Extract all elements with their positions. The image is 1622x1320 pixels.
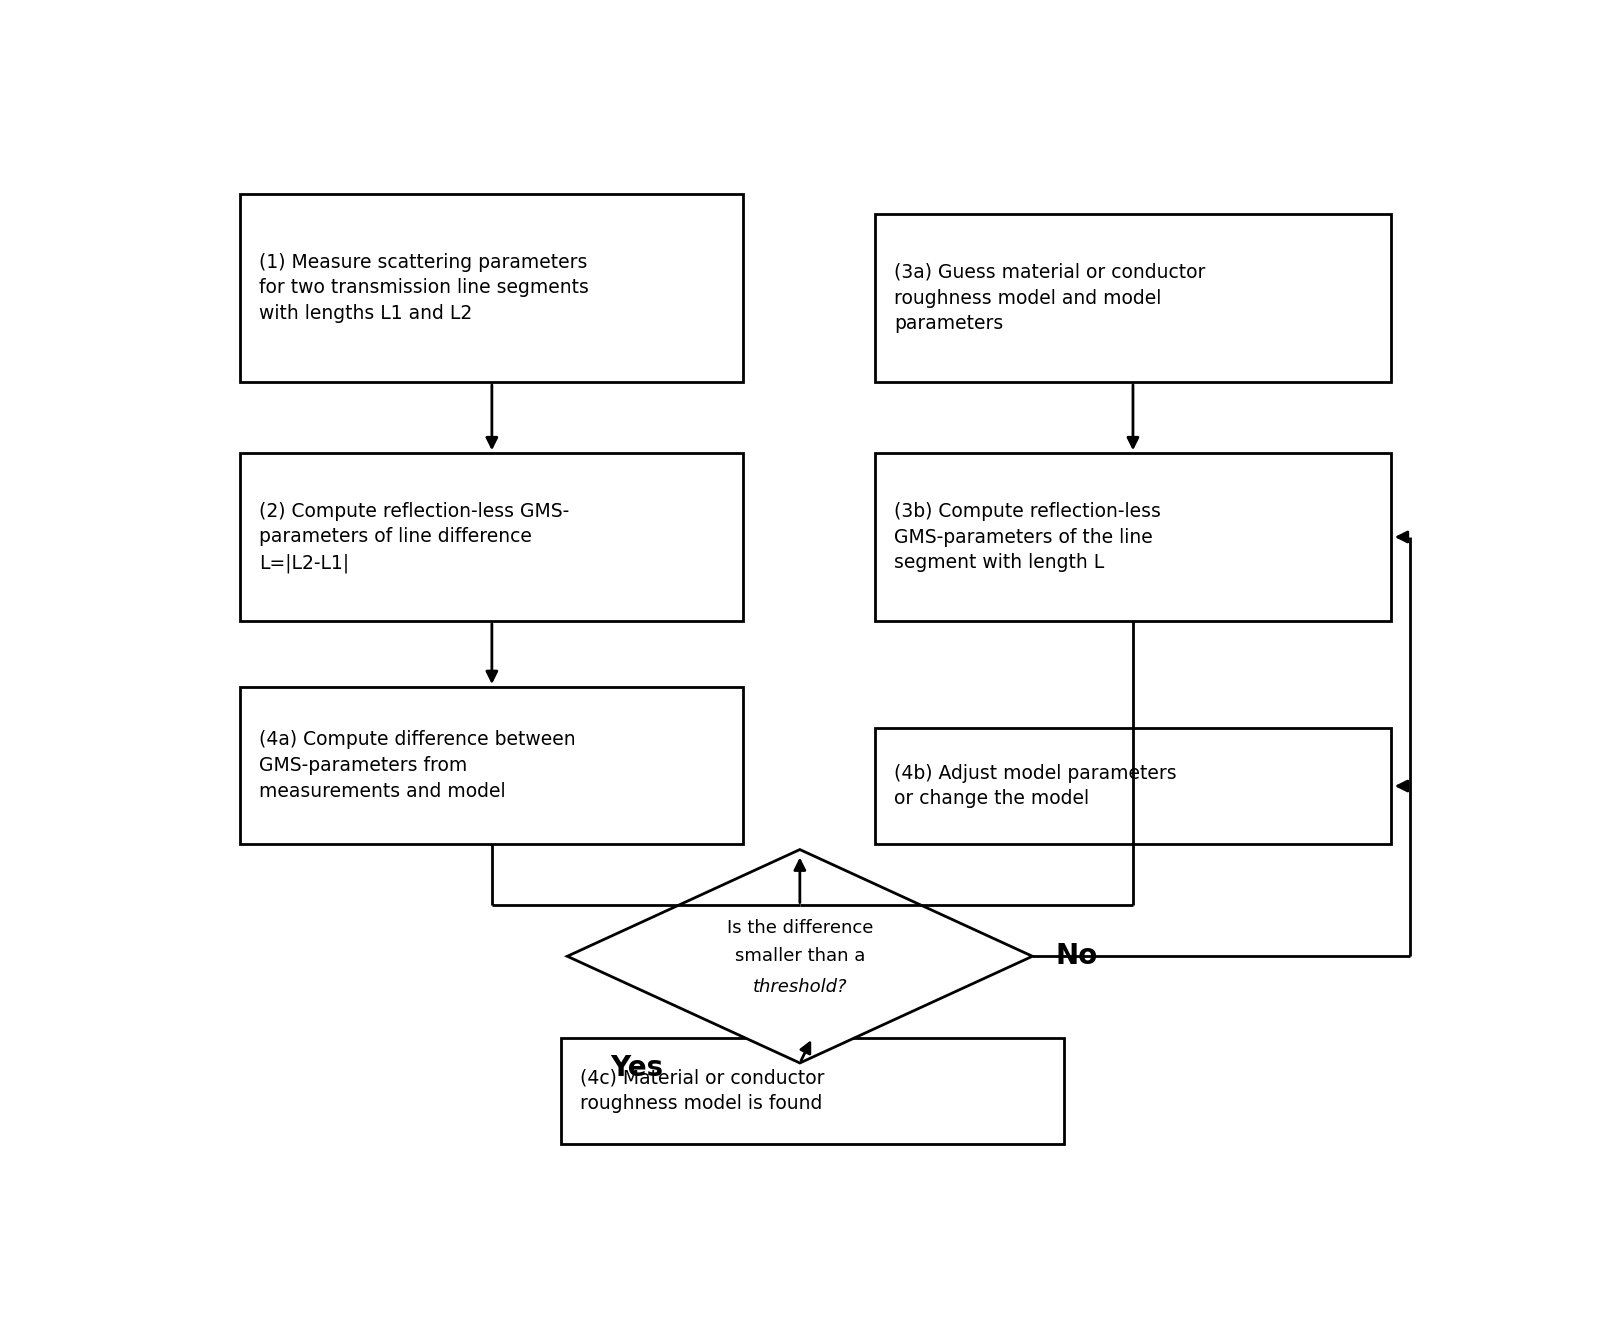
FancyBboxPatch shape: [240, 453, 743, 620]
Text: (3a) Guess material or conductor
roughness model and model
parameters: (3a) Guess material or conductor roughne…: [894, 263, 1205, 334]
FancyBboxPatch shape: [561, 1038, 1064, 1144]
Text: threshold?: threshold?: [753, 978, 847, 995]
FancyBboxPatch shape: [876, 727, 1390, 845]
FancyBboxPatch shape: [876, 453, 1390, 620]
Text: (4c) Material or conductor
roughness model is found: (4c) Material or conductor roughness mod…: [581, 1069, 824, 1113]
FancyBboxPatch shape: [876, 214, 1390, 381]
Text: (1) Measure scattering parameters
for two transmission line segments
with length: (1) Measure scattering parameters for tw…: [260, 252, 589, 323]
Text: smaller than a: smaller than a: [735, 948, 865, 965]
Text: Is the difference: Is the difference: [727, 919, 873, 937]
Text: (2) Compute reflection-less GMS-
parameters of line difference
L=|L2-L1|: (2) Compute reflection-less GMS- paramet…: [260, 502, 569, 573]
Text: (4b) Adjust model parameters
or change the model: (4b) Adjust model parameters or change t…: [894, 764, 1176, 808]
Text: (3b) Compute reflection-less
GMS-parameters of the line
segment with length L: (3b) Compute reflection-less GMS-paramet…: [894, 502, 1161, 573]
FancyBboxPatch shape: [240, 686, 743, 845]
Text: (4a) Compute difference between
GMS-parameters from
measurements and model: (4a) Compute difference between GMS-para…: [260, 730, 576, 801]
Text: Yes: Yes: [610, 1055, 663, 1082]
FancyBboxPatch shape: [240, 194, 743, 381]
Text: No: No: [1056, 942, 1098, 970]
Polygon shape: [568, 850, 1032, 1063]
